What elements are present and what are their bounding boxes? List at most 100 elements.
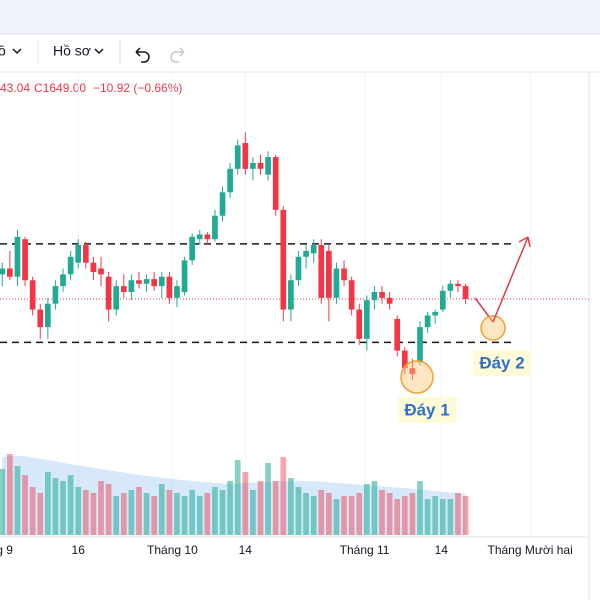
candle-body: [272, 157, 279, 210]
volume-bar: [113, 496, 120, 535]
candle-body: [363, 300, 370, 339]
dropdown-icon[interactable]: [12, 48, 22, 55]
x-tick-label: Tháng 9: [0, 543, 13, 557]
arrow: [492, 236, 531, 323]
candle-body: [379, 291, 385, 298]
candle-body: [234, 145, 241, 169]
volume-bar: [98, 481, 104, 535]
volume-bar: [189, 490, 195, 535]
volume-bar: [363, 484, 370, 535]
candle-body: [341, 268, 347, 281]
volume-bar: [280, 457, 287, 535]
candle-body: [82, 245, 89, 263]
candle-body: [318, 245, 325, 298]
toolbar-item[interactable]: ồ: [0, 43, 6, 59]
candle-body: [113, 286, 120, 310]
candle-body: [120, 286, 127, 292]
price-pane: [0, 132, 589, 380]
candle-body: [7, 268, 13, 277]
bottom-marker: [480, 315, 506, 341]
x-tick-label: Tháng 10: [147, 543, 198, 557]
candle-body: [455, 283, 461, 287]
volume-bar: [227, 481, 233, 535]
volume-bar: [295, 487, 302, 535]
x-tick-label: Tháng 11: [340, 543, 390, 557]
candle-body: [158, 276, 165, 287]
candle-body: [242, 143, 249, 169]
candle-body: [348, 280, 355, 310]
candle-body: [280, 209, 287, 310]
candle-body: [0, 268, 6, 275]
candle-body: [181, 260, 188, 292]
legend-change: −10.92 (−0.66%): [93, 81, 182, 95]
volume-bar: [136, 487, 142, 535]
candle-body: [439, 290, 446, 310]
volume-pane: [0, 454, 469, 535]
candle-body: [75, 245, 82, 263]
candle-body: [29, 280, 36, 310]
volume-bar: [45, 472, 51, 535]
volume-bar: [0, 469, 6, 535]
candle-body: [204, 234, 211, 240]
candle-body: [196, 234, 203, 240]
candle-body: [333, 268, 340, 298]
candle-body: [250, 162, 256, 169]
candle-body: [356, 309, 363, 339]
annotation: Đáy 1: [404, 400, 449, 419]
candle-body: [166, 276, 173, 298]
volume-bar: [250, 490, 256, 535]
candle-body: [227, 168, 233, 193]
volume-bar: [326, 493, 332, 535]
volume-bar: [356, 493, 363, 535]
label-bg: [473, 350, 531, 376]
x-tick-label: 14: [435, 543, 449, 557]
toolbar-item[interactable]: Hồ sơ: [53, 43, 91, 59]
volume-bar: [455, 493, 461, 535]
volume-bar: [288, 478, 294, 535]
volume-bar: [303, 493, 309, 535]
arrow: [474, 297, 494, 323]
dropdown-icon[interactable]: [94, 48, 104, 55]
volume-bar: [341, 496, 347, 535]
volume-bar: [22, 475, 28, 535]
candle-body: [303, 250, 309, 257]
volume-bar: [379, 490, 385, 535]
volume-bar: [14, 466, 21, 535]
volume-bar: [105, 484, 112, 535]
x-tick-label: 14: [239, 543, 253, 557]
volume-bar: [409, 493, 416, 535]
candle-body: [417, 327, 423, 363]
top-bar: [0, 0, 600, 34]
volume-bar: [75, 487, 82, 535]
candle-body: [143, 279, 150, 284]
volume-bar: [272, 481, 279, 535]
volume-bar: [37, 493, 44, 535]
volume-bar: [7, 454, 13, 535]
volume-bar: [204, 493, 211, 535]
volume-bar: [417, 481, 423, 535]
volume-bar: [219, 490, 226, 535]
volume-bar: [196, 496, 203, 535]
undo-icon[interactable]: [135, 47, 150, 63]
candle-body: [189, 236, 195, 261]
candle-body: [128, 280, 135, 292]
x-tick-label: Tháng Mười hai: [487, 543, 572, 557]
volume-bar: [166, 490, 173, 535]
redo-icon[interactable]: [170, 47, 185, 63]
candle-body: [265, 157, 271, 175]
annotation: Đáy 2: [479, 353, 524, 372]
candle-body: [447, 283, 454, 291]
candle-body: [386, 297, 393, 304]
volume-bar: [128, 490, 135, 535]
volume-bar: [120, 493, 127, 535]
volume-bar: [174, 493, 180, 535]
legend-low: 43.04: [0, 81, 30, 95]
candle-body: [174, 286, 180, 298]
candle-body: [424, 315, 431, 328]
volume-bar: [348, 496, 355, 535]
candle-body: [22, 239, 28, 281]
volume-bar: [29, 487, 36, 535]
volume-bar: [462, 496, 469, 535]
candle-body: [257, 162, 264, 169]
